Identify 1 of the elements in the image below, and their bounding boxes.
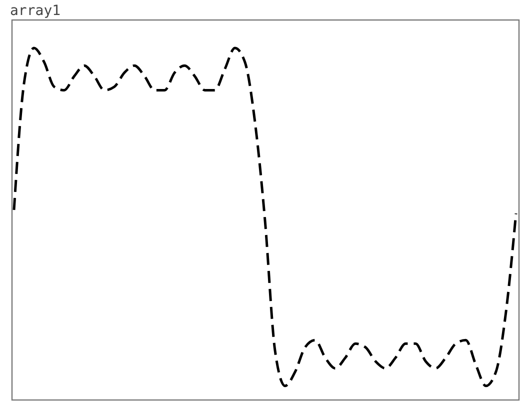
chart-title: array1 (10, 3, 61, 19)
